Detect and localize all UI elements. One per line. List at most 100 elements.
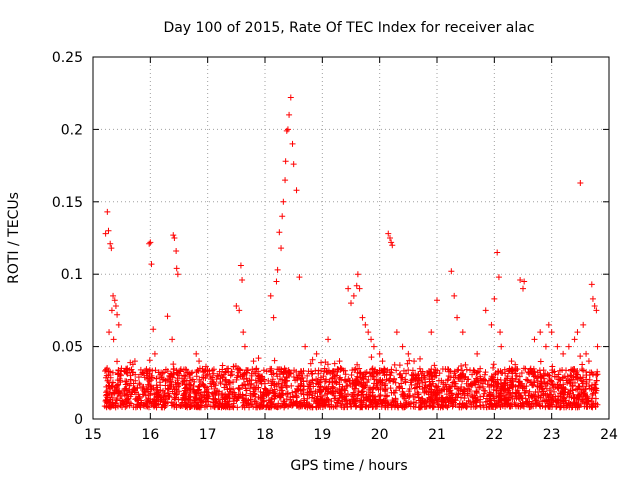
data-point [197,392,204,399]
data-point [236,386,243,393]
data-point [359,388,366,395]
data-point [249,401,256,408]
data-point [477,404,484,411]
data-point [218,372,225,379]
data-point [577,400,584,407]
data-point [192,394,199,401]
data-point [249,366,256,373]
data-point [376,396,383,403]
data-point [283,127,290,134]
data-point [293,187,300,194]
data-point [363,391,370,398]
x-axis-label: GPS time / hours [290,458,407,474]
data-point [470,398,477,405]
data-point [524,377,531,384]
data-point [431,362,438,369]
data-point [569,403,576,410]
data-point [583,380,590,387]
data-point [331,373,338,380]
data-point [225,369,232,376]
data-point [288,382,295,389]
data-point [545,394,552,401]
x-tick-label: 21 [428,427,446,443]
data-point [364,395,371,402]
x-tick-label: 16 [141,427,159,443]
data-point [435,377,442,384]
data-point [331,360,338,367]
data-point [113,400,120,407]
y-axis-tick-labels: 0 0.05 0.1 0.15 0.2 0.25 [52,50,83,428]
data-point [226,404,233,411]
data-point [370,343,377,350]
data-point [262,386,269,393]
data-point [529,400,536,407]
data-point [562,386,569,393]
data-point [429,400,436,407]
data-point [114,311,121,318]
data-point [580,321,587,328]
data-point [340,367,347,374]
data-point [274,404,281,411]
data-point [257,395,264,402]
data-point [110,336,117,343]
data-point [425,388,432,395]
y-tick-label: 0.1 [61,267,83,283]
data-point [328,398,335,405]
data-point [382,382,389,389]
data-point [570,366,577,373]
data-point [300,391,307,398]
data-point [132,377,139,384]
data-point [583,350,590,357]
data-point [518,370,525,377]
data-point [276,390,283,397]
data-point [525,369,532,376]
data-point [435,401,442,408]
data-point [155,369,162,376]
data-point [326,401,333,408]
data-point [477,393,484,400]
data-point [488,403,495,410]
x-tick-label: 22 [485,427,503,443]
data-point [235,385,242,392]
data-point [317,387,324,394]
data-point [108,245,115,252]
data-point [172,391,179,398]
data-point [106,384,113,391]
data-point [318,359,325,366]
data-point [558,403,565,410]
data-point [130,386,137,393]
data-point [171,394,178,401]
data-point [172,386,179,393]
data-point [577,179,584,186]
data-point [577,375,584,382]
data-point [451,292,458,299]
data-point [551,368,558,375]
data-point [187,375,194,382]
data-point [511,399,518,406]
data-point [257,388,264,395]
data-point [455,366,462,373]
data-point [427,395,434,402]
data-point [388,239,395,246]
data-point [106,329,113,336]
data-point [204,385,211,392]
data-point [474,350,481,357]
data-point [318,396,325,403]
data-point [354,369,361,376]
data-point [358,379,365,386]
data-point [140,383,147,390]
data-point [164,368,171,375]
data-point [433,383,440,390]
data-point [176,372,183,379]
data-point [336,358,343,365]
data-point [512,390,519,397]
data-point [293,400,300,407]
data-point [309,377,316,384]
data-point [411,385,418,392]
data-point [236,307,243,314]
data-point [339,394,346,401]
data-point [454,385,461,392]
data-point [268,380,275,387]
data-point [322,378,329,385]
data-point [573,386,580,393]
